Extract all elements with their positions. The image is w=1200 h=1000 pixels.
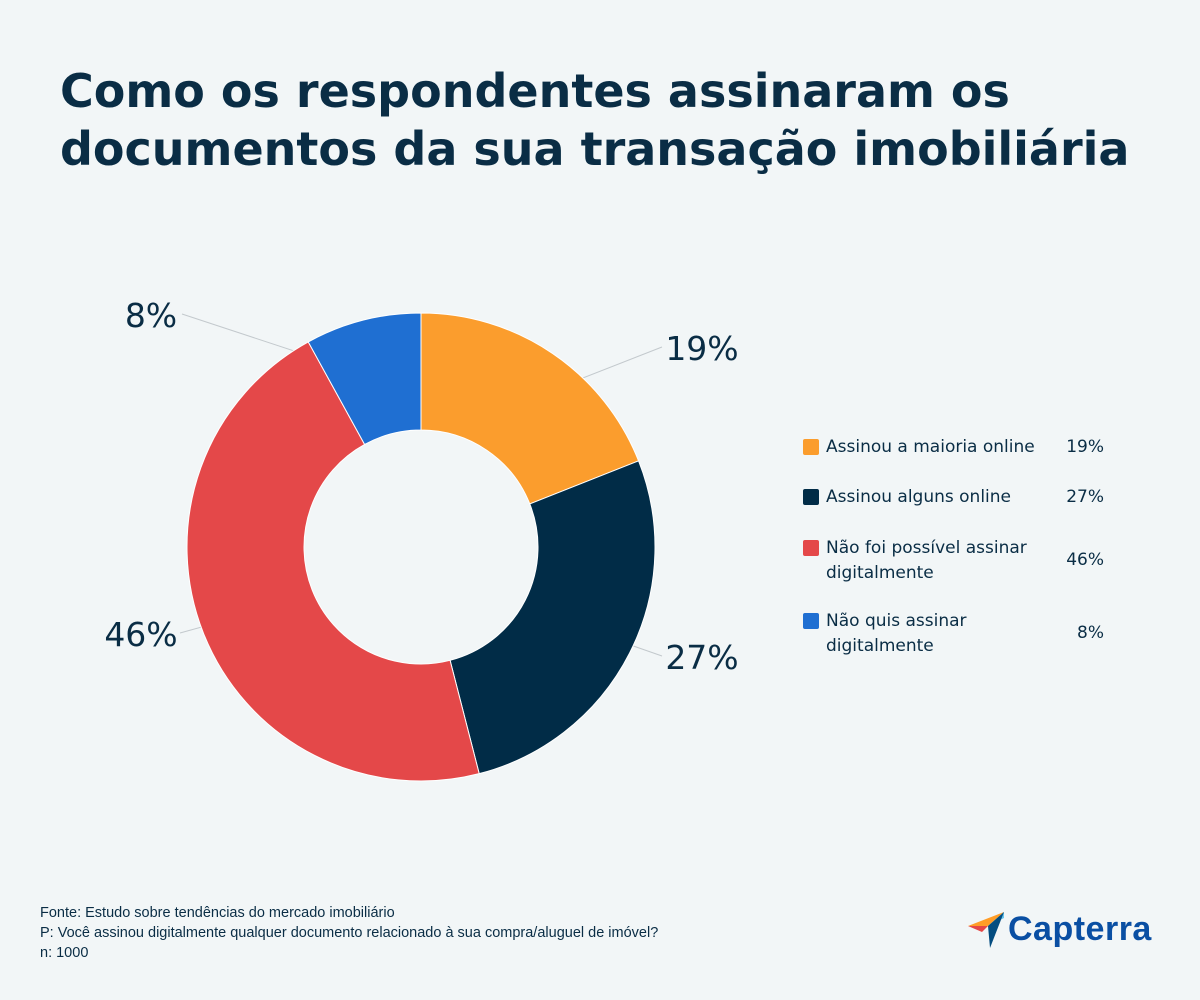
chart-title: Como os respondentes assinaram os docume…	[60, 62, 1160, 178]
footer-notes: Fonte: Estudo sobre tendências do mercad…	[40, 903, 840, 963]
legend-swatch-4	[803, 613, 819, 629]
capterra-logo-text: Capterra	[1008, 910, 1152, 948]
legend-value-2: 27%	[1066, 487, 1104, 507]
legend-value-4: 8%	[1077, 623, 1104, 643]
chart-title-line-1: Como os respondentes assinaram os	[60, 64, 1010, 118]
capterra-logo: Capterra	[966, 908, 1156, 952]
data-label-1: 19%	[665, 329, 738, 368]
legend-label-1: Assinou a maioria online	[826, 435, 1036, 460]
legend-label-2: Assinou alguns online	[826, 485, 1036, 510]
donut-slice-3	[186, 341, 480, 782]
legend-swatch-2	[803, 489, 819, 505]
data-label-3: 46%	[104, 615, 177, 654]
donut-slice-2	[449, 460, 656, 775]
donut-slice-1	[420, 312, 640, 505]
capterra-logo-icon	[968, 912, 1004, 948]
chart-title-line-2: documentos da sua transação imobiliária	[60, 122, 1130, 176]
legend-value-1: 19%	[1066, 437, 1104, 457]
legend-value-3: 46%	[1066, 550, 1104, 570]
legend-label-line: Não foi possível assinar	[826, 538, 1027, 558]
legend-label-3: Não foi possível assinar digitalmente	[826, 536, 1036, 586]
footer-sample-size: n: 1000	[40, 945, 89, 961]
data-label-4: 8%	[125, 296, 177, 335]
legend-label-line: digitalmente	[826, 636, 934, 656]
footer-question: P: Você assinou digitalmente qualquer do…	[40, 925, 659, 941]
legend-label-line: Assinou alguns online	[826, 487, 1012, 507]
legend-label-line: Não quis assinar	[826, 611, 967, 631]
footer-source: Fonte: Estudo sobre tendências do mercad…	[40, 905, 395, 921]
donut-slice-4	[307, 312, 422, 446]
legend-label-4: Não quis assinar digitalmente	[826, 609, 1036, 659]
legend-swatch-3	[803, 540, 819, 556]
legend-label-line: digitalmente	[826, 563, 934, 583]
legend-swatch-1	[803, 439, 819, 455]
data-label-2: 27%	[665, 638, 738, 677]
legend-label-line: Assinou a maioria online	[826, 437, 1035, 457]
